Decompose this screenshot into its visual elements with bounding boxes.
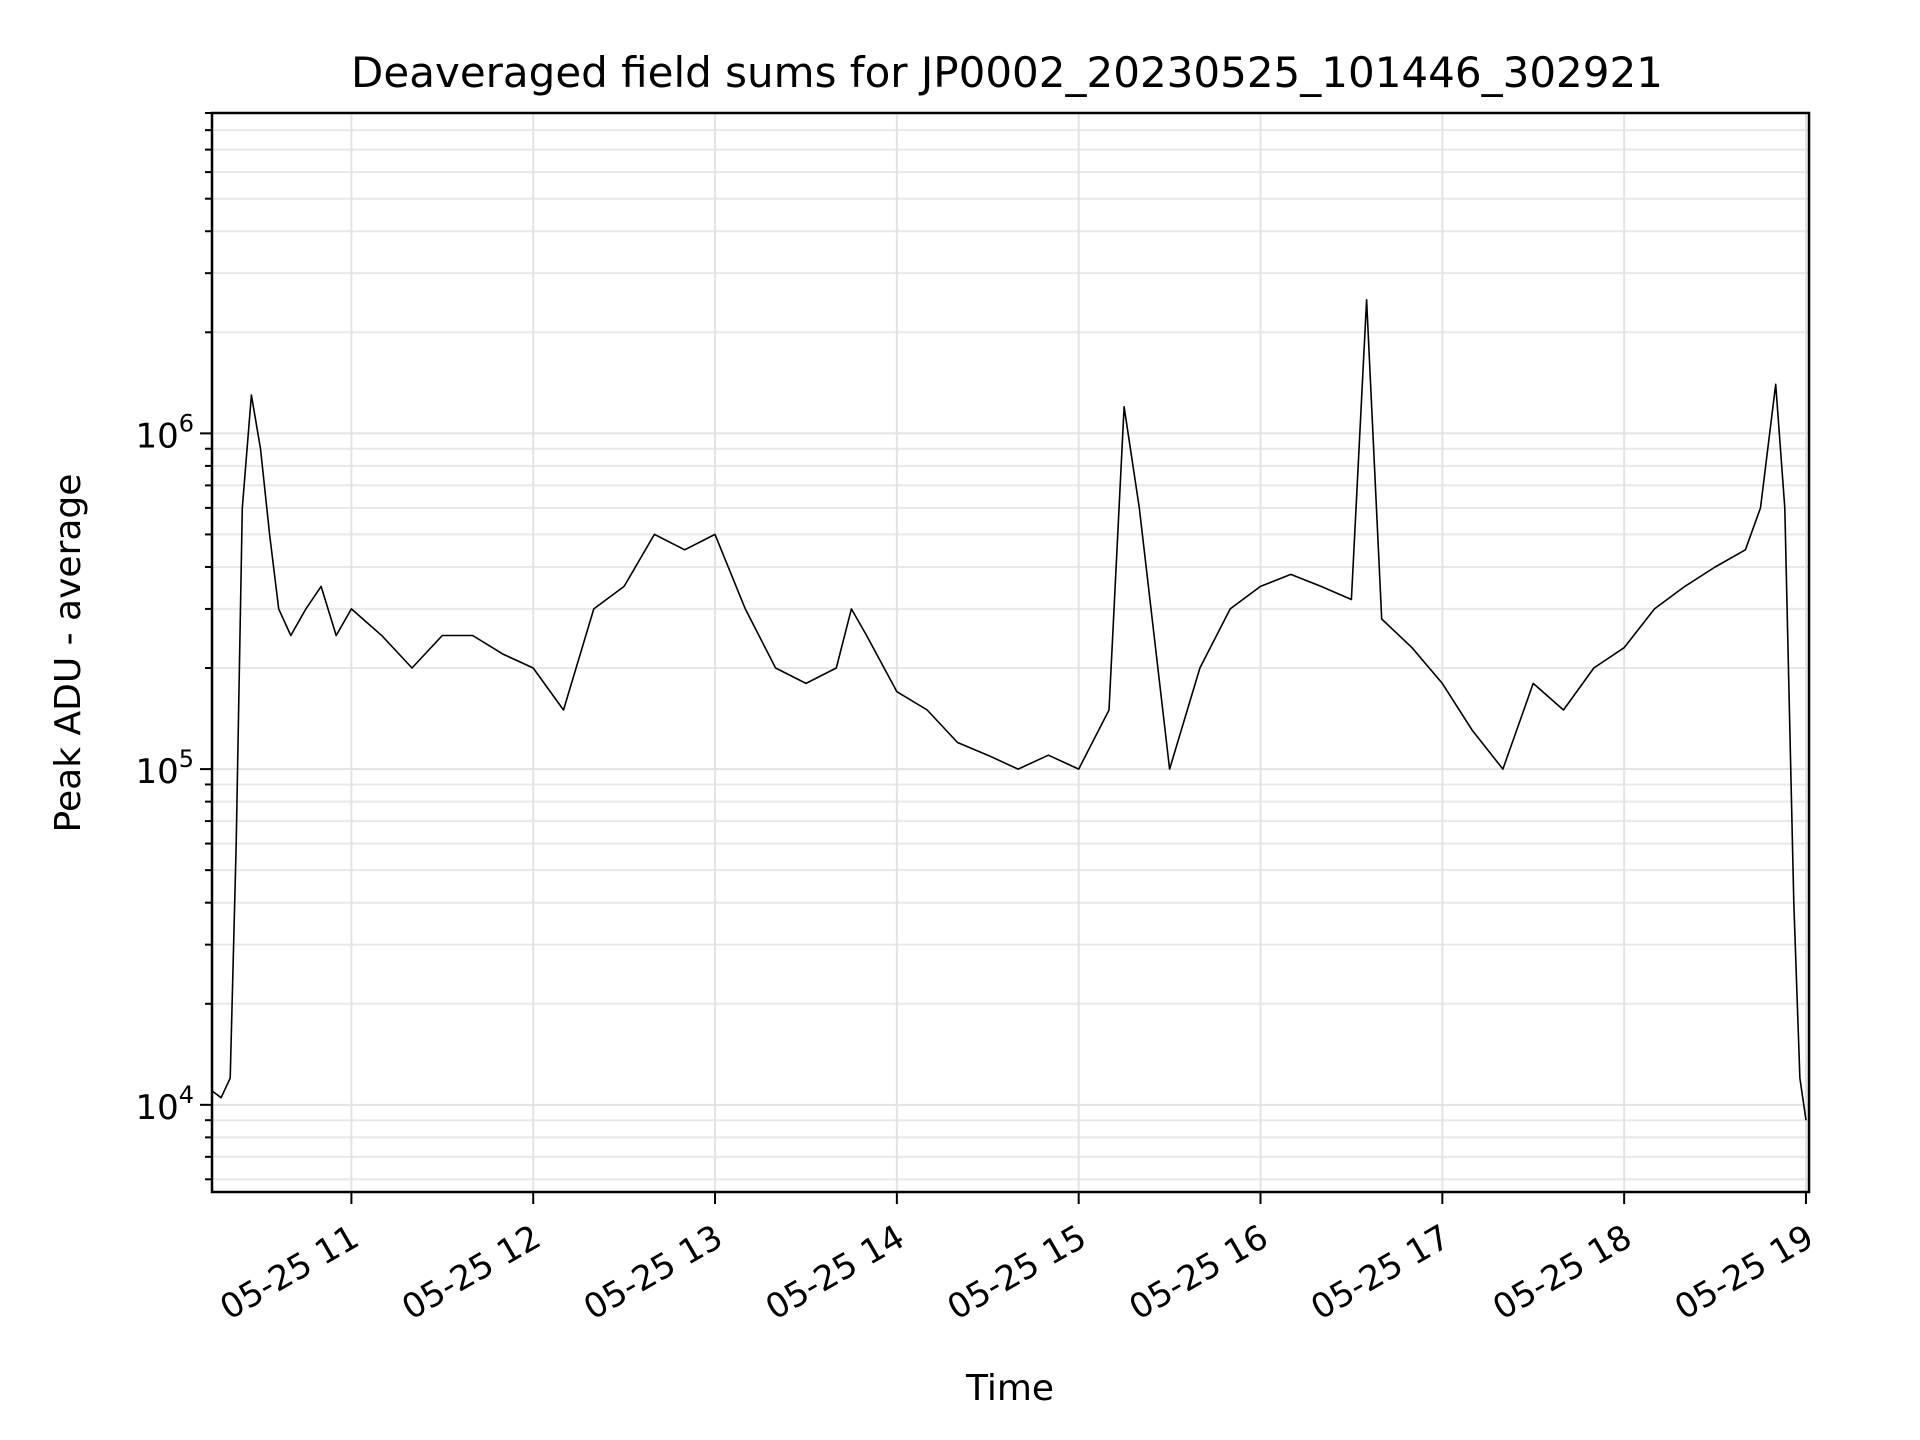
x-tick-label: 05-25 19 bbox=[1668, 1217, 1820, 1328]
plot-frame bbox=[210, 111, 1811, 1194]
x-tick-label: 05-25 17 bbox=[1304, 1217, 1456, 1328]
plot-area bbox=[211, 298, 1807, 1121]
x-tick-label: 05-25 16 bbox=[1123, 1217, 1275, 1328]
series-line bbox=[211, 298, 1807, 1121]
chart-title: Deaveraged field sums for JP0002_2023052… bbox=[351, 48, 1663, 97]
x-axis-label: Time bbox=[965, 1368, 1054, 1409]
y-tick-label: 104 bbox=[135, 1081, 194, 1128]
x-tick-label: 05-25 18 bbox=[1486, 1217, 1638, 1328]
y-axis-label: Peak ADU - average bbox=[48, 474, 89, 833]
y-tick-label: 105 bbox=[135, 745, 194, 792]
y-tick-label: 106 bbox=[135, 409, 194, 456]
x-axis: 05-25 11 05-25 12 05-25 13 05-25 14 05-25 15… bbox=[214, 1192, 1820, 1328]
x-tick-label: 05-25 14 bbox=[759, 1217, 911, 1328]
x-tick-label: 05-25 13 bbox=[577, 1217, 729, 1328]
x-tick-label: 05-25 11 bbox=[214, 1217, 366, 1328]
y-axis: 104 105 106 bbox=[135, 112, 212, 1181]
grid bbox=[212, 112, 1809, 1192]
x-tick-label: 05-25 15 bbox=[941, 1217, 1093, 1328]
x-tick-label: 05-25 12 bbox=[395, 1217, 547, 1328]
